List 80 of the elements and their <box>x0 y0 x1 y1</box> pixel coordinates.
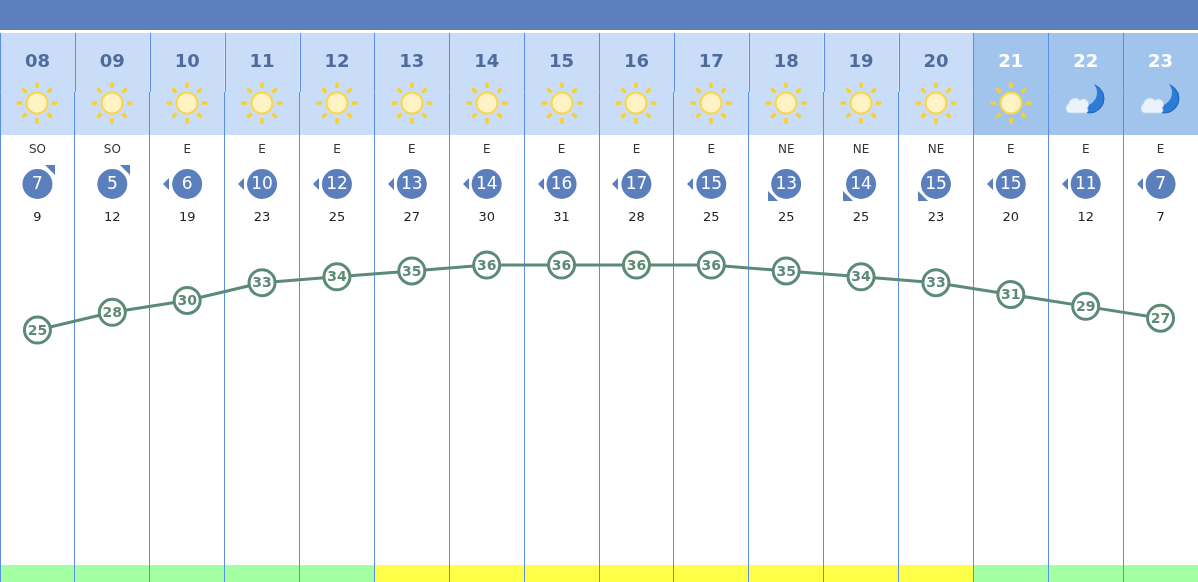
text: 25 <box>777 209 795 225</box>
text: 23 <box>927 209 945 225</box>
text: E <box>632 142 641 157</box>
x-tick-label: 19 <box>848 50 874 72</box>
text: E <box>1081 142 1090 157</box>
data-label: 31 <box>1001 286 1021 303</box>
x-tick-label: 22 <box>1073 50 1099 72</box>
text: 20 <box>1002 209 1020 225</box>
text: 7 <box>1156 209 1165 225</box>
text: NE <box>852 142 870 157</box>
text: 12 <box>1077 209 1094 225</box>
x-tick-label: 20 <box>923 50 949 72</box>
x-tick-label: 08 <box>24 50 50 72</box>
text: E <box>408 142 416 157</box>
data-label: 30 <box>177 292 198 309</box>
data-label: 34 <box>851 268 872 285</box>
text: E <box>183 142 191 157</box>
data-label: 36 <box>701 256 722 273</box>
data-label: 27 <box>1150 309 1171 326</box>
x-tick-label: 11 <box>249 50 275 72</box>
x-tick-label: 09 <box>99 50 125 72</box>
text: E <box>707 142 716 157</box>
text: E <box>258 142 266 157</box>
x-tick-label: 14 <box>474 50 500 72</box>
data-label: 34 <box>327 268 347 285</box>
data-label: 33 <box>926 274 946 291</box>
data-label: 35 <box>776 262 796 279</box>
x-tick-label: 15 <box>549 50 575 72</box>
x-tick-label: 16 <box>623 50 649 72</box>
text: 12 <box>104 209 121 225</box>
text: 14 <box>475 173 498 194</box>
text: 11 <box>1074 173 1097 194</box>
text: 27 <box>403 209 421 225</box>
text: 13 <box>775 173 798 194</box>
text: 17 <box>625 173 648 194</box>
text: 19 <box>178 209 196 225</box>
x-tick-label: 13 <box>399 50 425 72</box>
text: 16 <box>550 173 573 194</box>
data-label: 33 <box>252 274 272 291</box>
text: 14 <box>850 173 872 194</box>
data-label: 29 <box>1075 298 1096 315</box>
text: 6 <box>181 173 193 194</box>
text: 5 <box>106 173 118 194</box>
text: NE <box>777 142 795 157</box>
text: 25 <box>852 209 870 225</box>
data-label: 36 <box>626 256 647 273</box>
data-label: 28 <box>102 303 123 320</box>
text: 13 <box>400 173 423 194</box>
x-tick-label: 10 <box>174 50 200 72</box>
text: E <box>557 142 566 157</box>
text: 7 <box>1155 173 1166 194</box>
text: 31 <box>553 209 570 225</box>
text: 30 <box>478 209 495 225</box>
data-label: 36 <box>551 256 572 273</box>
text: E <box>482 142 491 157</box>
text: 15 <box>925 173 947 194</box>
data-label: 36 <box>476 256 497 273</box>
x-tick-label: 17 <box>698 50 724 72</box>
text: 9 <box>33 209 42 225</box>
text: 28 <box>628 209 645 225</box>
text: E <box>1156 142 1165 157</box>
text: SO <box>28 142 46 157</box>
text: 15 <box>999 173 1022 194</box>
text: 10 <box>251 173 273 194</box>
text: 7 <box>32 173 43 194</box>
text: 25 <box>703 209 720 225</box>
text: E <box>333 142 341 157</box>
x-tick-label: 21 <box>998 50 1024 72</box>
text: SO <box>103 142 121 157</box>
x-tick-label: 23 <box>1148 50 1174 72</box>
text: 15 <box>700 173 723 194</box>
data-label: 35 <box>402 262 422 279</box>
text: E <box>1007 142 1015 157</box>
text: 12 <box>326 173 348 194</box>
data-label: 25 <box>27 321 48 338</box>
x-tick-label: 18 <box>773 50 799 72</box>
text: NE <box>927 142 945 157</box>
text: 25 <box>328 209 346 225</box>
text: 23 <box>253 209 271 225</box>
x-tick-label: 12 <box>324 50 350 72</box>
